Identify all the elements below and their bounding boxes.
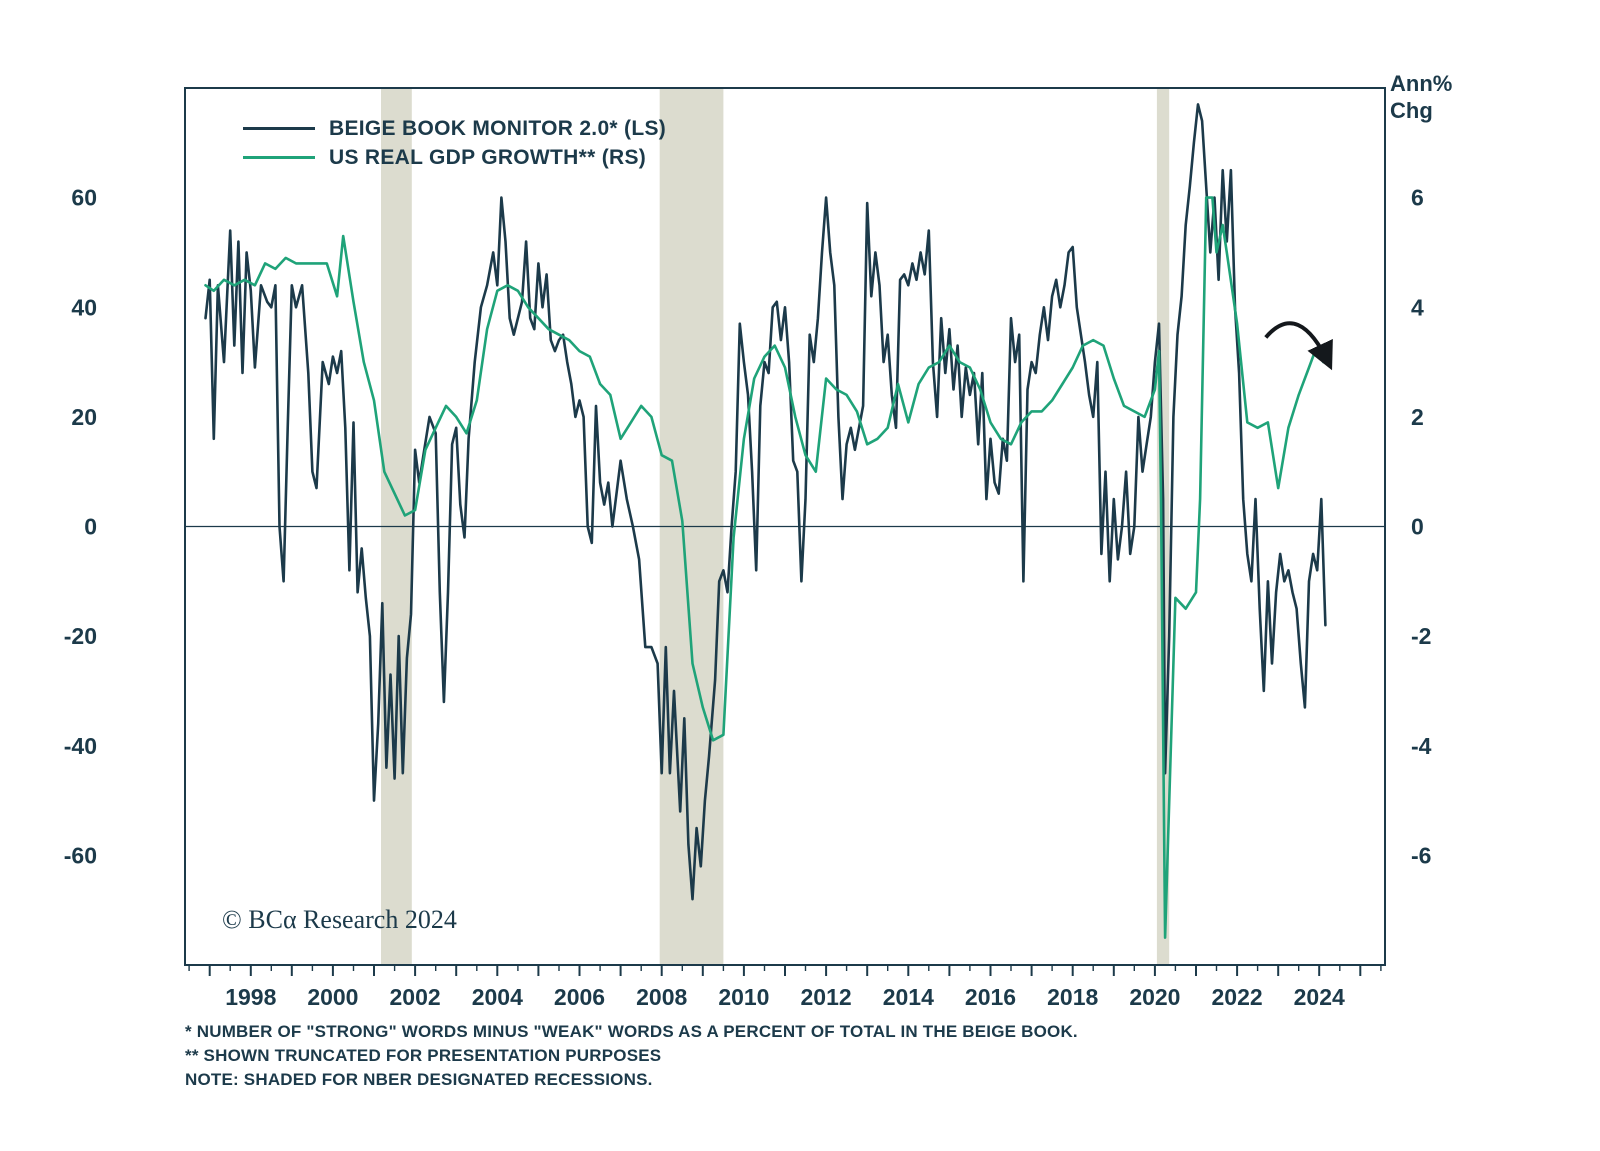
x-tick-label: 2010 bbox=[718, 984, 769, 1010]
footnote-strong-weak: * NUMBER OF "STRONG" WORDS MINUS "WEAK" … bbox=[185, 1022, 1078, 1041]
legend: BEIGE BOOK MONITOR 2.0* (LS) US REAL GDP… bbox=[243, 114, 666, 172]
left-tick-label: 0 bbox=[84, 514, 97, 540]
left-tick-label: 40 bbox=[71, 294, 97, 320]
right-tick-label: -6 bbox=[1411, 842, 1431, 868]
x-axis-ticks: 1998 2000 2002 2004 2006 2008 2010 2012 2014 2016… bbox=[188, 965, 1382, 1010]
left-tick-label: 20 bbox=[71, 404, 97, 430]
x-tick-label: 1998 bbox=[225, 984, 276, 1010]
legend-item-beige-book: BEIGE BOOK MONITOR 2.0* (LS) bbox=[243, 114, 666, 143]
x-tick-label: 2002 bbox=[390, 984, 441, 1010]
x-tick-label: 2014 bbox=[883, 984, 934, 1010]
legend-swatch-beige-book bbox=[243, 127, 315, 130]
legend-label-gdp: US REAL GDP GROWTH** (RS) bbox=[329, 145, 647, 169]
legend-item-gdp: US REAL GDP GROWTH** (RS) bbox=[243, 143, 666, 172]
trend-arrow bbox=[1264, 321, 1333, 371]
x-tick-label: 2004 bbox=[472, 984, 523, 1010]
right-tick-label: 2 bbox=[1411, 404, 1424, 430]
right-tick-label: 6 bbox=[1411, 185, 1424, 211]
x-tick-label: 2012 bbox=[801, 984, 852, 1010]
footnote-truncated: ** SHOWN TRUNCATED FOR PRESENTATION PURP… bbox=[185, 1046, 662, 1065]
right-tick-label: -4 bbox=[1411, 733, 1432, 759]
right-axis-title-line1: Ann% bbox=[1390, 71, 1453, 96]
left-tick-label: -60 bbox=[64, 842, 97, 868]
x-tick-label: 2022 bbox=[1212, 984, 1263, 1010]
right-axis-labels: 6 4 2 0 -2 -4 -6 bbox=[1411, 185, 1432, 869]
right-tick-label: 4 bbox=[1411, 294, 1424, 320]
x-tick-label: 2020 bbox=[1129, 984, 1180, 1010]
footnotes: * NUMBER OF "STRONG" WORDS MINUS "WEAK" … bbox=[185, 1020, 1078, 1092]
right-tick-label: 0 bbox=[1411, 514, 1424, 540]
x-tick-label: 2000 bbox=[307, 984, 358, 1010]
x-tick-label: 2024 bbox=[1294, 984, 1345, 1010]
series-beige-book-line bbox=[204, 103, 1327, 901]
series-lines bbox=[204, 103, 1327, 939]
x-tick-label: 2006 bbox=[554, 984, 605, 1010]
left-tick-label: -20 bbox=[64, 623, 97, 649]
left-tick-label: -40 bbox=[64, 733, 97, 759]
legend-label-beige-book: BEIGE BOOK MONITOR 2.0* (LS) bbox=[329, 116, 667, 140]
x-tick-label: 2018 bbox=[1047, 984, 1098, 1010]
right-tick-label: -2 bbox=[1411, 623, 1431, 649]
left-tick-label: 60 bbox=[71, 185, 97, 211]
x-tick-label: 2016 bbox=[965, 984, 1016, 1010]
right-axis-title-line2: Chg bbox=[1390, 98, 1433, 123]
right-axis-title: Ann% Chg bbox=[1390, 70, 1452, 124]
legend-swatch-gdp bbox=[243, 156, 315, 159]
footnote-recessions: NOTE: SHADED FOR NBER DESIGNATED RECESSI… bbox=[185, 1070, 653, 1089]
copyright-text: © BCα Research 2024 bbox=[222, 905, 457, 934]
left-axis-labels: 60 40 20 0 -20 -40 -60 bbox=[64, 185, 97, 869]
x-tick-label: 2008 bbox=[636, 984, 687, 1010]
series-gdp-line bbox=[204, 196, 1325, 939]
